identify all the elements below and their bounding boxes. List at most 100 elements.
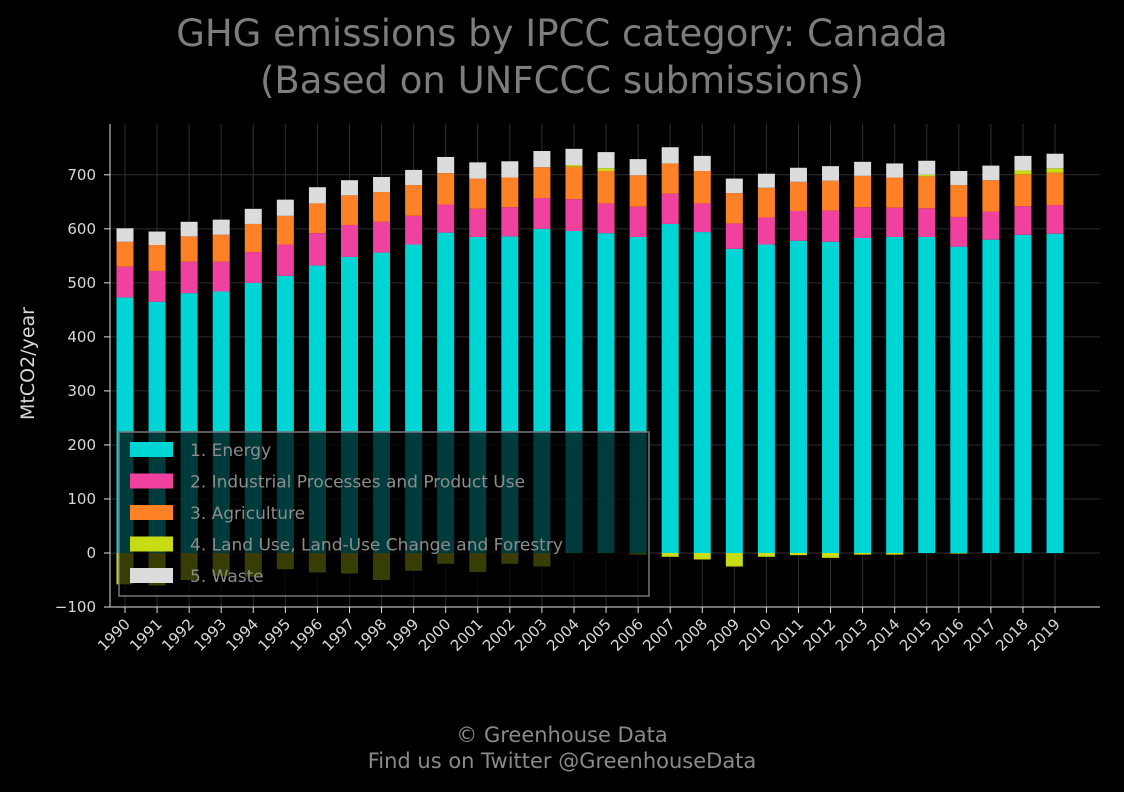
x-tick-label: 1997	[319, 615, 359, 655]
bar-segment-3	[757, 187, 775, 218]
bar-segment-3	[533, 167, 551, 199]
bar-segment-2	[789, 210, 807, 241]
bar-segment-5	[276, 199, 294, 216]
chart-title-line1: GHG emissions by IPCC category: Canada	[176, 12, 948, 55]
bar-segment-4	[725, 553, 743, 567]
bar-segment-5	[854, 161, 872, 176]
bar-segment-2	[661, 193, 679, 224]
bar-segment-3	[469, 178, 487, 209]
bar-segment-5	[629, 159, 647, 176]
legend-swatch	[130, 473, 173, 489]
bar-segment-3	[276, 215, 294, 245]
bar-segment-4	[597, 168, 615, 172]
bar-segment-3	[501, 177, 519, 208]
bar-segment-2	[918, 208, 936, 237]
bar-segment-5	[822, 166, 840, 181]
bar-segment-5	[565, 148, 583, 166]
bar-segment-4	[1046, 168, 1064, 173]
bar-segment-3	[340, 195, 358, 226]
y-tick-label: 600	[67, 220, 96, 238]
bar-segment-3	[565, 166, 583, 200]
bar-segment-5	[373, 176, 391, 193]
bar-segment-4	[1014, 170, 1032, 175]
bar-segment-3	[180, 236, 198, 262]
bar-segment-1	[693, 232, 711, 553]
bar-segment-2	[822, 210, 840, 242]
bar-segment-4	[950, 553, 968, 554]
x-tick-label: 2011	[768, 615, 808, 655]
y-tick-label: 200	[67, 436, 96, 454]
bar-segment-5	[533, 151, 551, 168]
bar-segment-5	[116, 228, 134, 242]
x-tick-label: 2019	[1024, 615, 1064, 655]
legend-swatch	[130, 536, 173, 552]
bar-segment-3	[789, 181, 807, 211]
x-tick-label: 2006	[607, 615, 647, 655]
bar-segment-2	[597, 203, 615, 234]
bar-segment-2	[982, 211, 1000, 240]
chart-title: GHG emissions by IPCC category: Canada (…	[0, 10, 1124, 104]
x-tick-label: 2009	[703, 615, 743, 655]
bar-segment-5	[405, 169, 423, 186]
bar-segment-2	[373, 221, 391, 253]
bar-segment-5	[469, 162, 487, 179]
bar-segment-3	[373, 192, 391, 222]
bar-segment-4	[565, 165, 583, 167]
bar-segment-2	[405, 215, 423, 245]
legend-label: 4. Land Use, Land-Use Change and Forestr…	[190, 536, 563, 556]
bar-segment-3	[725, 193, 743, 224]
y-tick-label: 500	[67, 274, 96, 292]
bar-segment-1	[950, 246, 968, 553]
y-tick-label: 400	[67, 328, 96, 346]
bar-segment-1	[854, 238, 872, 553]
x-tick-label: 2003	[511, 615, 551, 655]
y-tick-label: 100	[67, 490, 96, 508]
bar-segment-5	[789, 167, 807, 182]
bar-segment-2	[180, 261, 198, 294]
legend-swatch	[130, 442, 173, 457]
bar-segment-1	[982, 239, 1000, 553]
chart-title-line2: (Based on UNFCCC submissions)	[259, 59, 865, 102]
legend-label: 3. Agriculture	[190, 504, 305, 524]
bar-segment-3	[854, 175, 872, 208]
bar-segment-5	[340, 180, 358, 196]
footer: © Greenhouse Data Find us on Twitter @Gr…	[0, 722, 1124, 774]
bar-segment-2	[629, 206, 647, 237]
bar-segment-3	[212, 234, 230, 262]
x-tick-label: 2013	[832, 615, 872, 655]
x-tick-label: 2012	[800, 615, 840, 655]
legend-swatch	[130, 505, 173, 520]
bar-segment-5	[982, 165, 1000, 181]
y-tick-label: 0	[86, 544, 96, 562]
x-tick-label: 1994	[222, 615, 262, 655]
bar-segment-1	[1046, 233, 1064, 554]
legend-box	[118, 431, 650, 597]
bar-segment-5	[725, 178, 743, 194]
bar-segment-3	[822, 180, 840, 211]
bar-segment-4	[661, 553, 679, 557]
bar-segment-2	[1014, 206, 1032, 235]
footer-twitter: Find us on Twitter @GreenhouseData	[367, 749, 757, 773]
x-tick-label: 2001	[447, 615, 487, 655]
x-tick-label: 2015	[896, 615, 936, 655]
x-tick-label: 2008	[671, 615, 711, 655]
bar-segment-2	[212, 261, 230, 292]
bar-segment-4	[822, 553, 840, 558]
bar-segment-5	[501, 161, 519, 178]
bar-segment-5	[148, 231, 166, 246]
bar-segment-5	[886, 163, 904, 178]
bar-segment-2	[725, 223, 743, 249]
bar-segment-5	[597, 152, 615, 169]
y-axis-label: MtCO2/year	[17, 307, 39, 420]
bar-segment-3	[244, 223, 262, 253]
bar-segment-2	[469, 208, 487, 237]
bar-segment-2	[533, 198, 551, 229]
bar-segment-2	[116, 266, 134, 298]
bar-segment-3	[1014, 174, 1032, 207]
bar-segment-4	[854, 553, 872, 555]
bar-segment-4	[918, 174, 936, 177]
bar-segment-5	[212, 219, 230, 235]
bar-segment-2	[757, 217, 775, 245]
x-tick-label: 2007	[639, 615, 679, 655]
